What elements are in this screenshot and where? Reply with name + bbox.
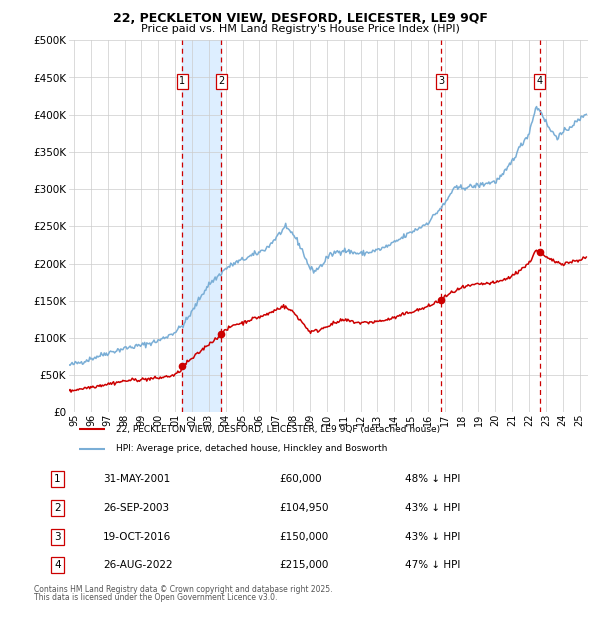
Text: 26-SEP-2003: 26-SEP-2003 [103,503,169,513]
Text: 19-OCT-2016: 19-OCT-2016 [103,532,171,542]
Text: 3: 3 [439,76,445,86]
Text: £104,950: £104,950 [280,503,329,513]
Text: 4: 4 [537,76,543,86]
Text: Price paid vs. HM Land Registry's House Price Index (HPI): Price paid vs. HM Land Registry's House … [140,24,460,33]
Bar [182,40,221,412]
Text: £215,000: £215,000 [280,560,329,570]
Text: 2: 2 [218,76,224,86]
Text: 1: 1 [54,474,61,484]
Text: 3: 3 [54,532,61,542]
Text: 26-AUG-2022: 26-AUG-2022 [103,560,173,570]
Text: 43% ↓ HPI: 43% ↓ HPI [405,532,460,542]
Text: 22, PECKLETON VIEW, DESFORD, LEICESTER, LE9 9QF: 22, PECKLETON VIEW, DESFORD, LEICESTER, … [113,12,487,25]
Text: HPI: Average price, detached house, Hinckley and Bosworth: HPI: Average price, detached house, Hinc… [116,444,387,453]
Text: £60,000: £60,000 [280,474,322,484]
Text: 1: 1 [179,76,185,86]
Text: 48% ↓ HPI: 48% ↓ HPI [405,474,460,484]
Text: £150,000: £150,000 [280,532,329,542]
Text: 22, PECKLETON VIEW, DESFORD, LEICESTER, LE9 9QF (detached house): 22, PECKLETON VIEW, DESFORD, LEICESTER, … [116,425,440,434]
Text: 31-MAY-2001: 31-MAY-2001 [103,474,170,484]
Text: 4: 4 [54,560,61,570]
Text: Contains HM Land Registry data © Crown copyright and database right 2025.: Contains HM Land Registry data © Crown c… [35,585,333,594]
Text: This data is licensed under the Open Government Licence v3.0.: This data is licensed under the Open Gov… [35,593,278,603]
Text: 43% ↓ HPI: 43% ↓ HPI [405,503,460,513]
Text: 2: 2 [54,503,61,513]
Text: 47% ↓ HPI: 47% ↓ HPI [405,560,460,570]
